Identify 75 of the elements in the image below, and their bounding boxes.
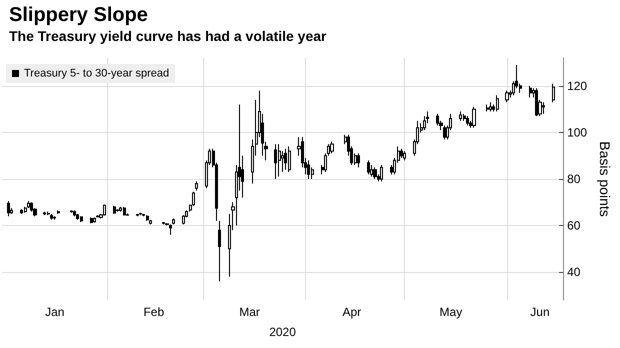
candlestick (370, 164, 373, 178)
candlestick (496, 94, 499, 112)
candlestick (30, 202, 33, 212)
candlestick (529, 85, 532, 98)
x-tick-label: Feb (143, 305, 164, 319)
candlestick (443, 124, 446, 140)
candlestick (146, 214, 149, 222)
candlestick (505, 90, 509, 103)
candlestick (57, 210, 60, 214)
candlestick (149, 219, 152, 225)
candlestick (7, 200, 10, 217)
chart-title: Slippery Slope (9, 4, 148, 26)
candlestick (195, 180, 198, 192)
candlestick (380, 164, 383, 182)
candlestick (284, 148, 287, 170)
legend-label: Treasury 5- to 30-year spread (24, 68, 170, 80)
candlestick (218, 220, 221, 282)
candlestick (169, 224, 172, 236)
candlestick (136, 213, 139, 217)
candlestick (113, 205, 116, 214)
candlestick (466, 116, 469, 126)
candlestick (403, 150, 406, 161)
y-tick-label: 100 (567, 125, 588, 140)
y-axis-title: Basis points (597, 141, 613, 217)
candlestick (47, 211, 50, 216)
candlestick (330, 141, 334, 154)
candlestick (288, 146, 291, 173)
candlestick (119, 206, 122, 212)
y-tick-label: 80 (567, 172, 581, 186)
candlestick (103, 204, 106, 216)
candlestick (182, 214, 185, 225)
x-axis-title: 2020 (269, 325, 296, 339)
candlestick (90, 216, 93, 224)
candlestick (400, 148, 403, 159)
chart-subtitle: The Treasury yield curve has had a volatile year (9, 28, 328, 44)
candlestick (50, 213, 53, 220)
candlestick (472, 106, 476, 128)
candlestick (436, 113, 439, 126)
candlestick (486, 104, 489, 112)
candlestick (70, 210, 73, 214)
candlestick (80, 216, 83, 223)
candlestick (43, 211, 46, 216)
candlestick (278, 144, 281, 178)
candlestick (307, 160, 310, 180)
candlestick (367, 160, 370, 175)
candlestick (73, 210, 76, 217)
x-tick-label: Mar (239, 305, 260, 319)
candlestick (463, 113, 466, 122)
y-tick-label: 120 (567, 78, 588, 93)
candlestick (552, 83, 555, 103)
candlestick (162, 222, 165, 225)
candlestick (20, 208, 23, 214)
candlestick (139, 212, 142, 216)
y-tick-label: 40 (567, 265, 581, 280)
candlestick (423, 116, 426, 131)
candlestick (142, 213, 145, 217)
candlestick (542, 102, 545, 114)
x-tick-label: Jan (45, 305, 64, 319)
candlestick (123, 206, 126, 216)
candlestick (274, 144, 277, 180)
x-tick-label: May (440, 305, 462, 319)
candlestick (535, 88, 538, 117)
candlestick (489, 102, 492, 112)
y-tick-label: 60 (567, 218, 581, 233)
candlestick (357, 152, 360, 168)
candlestick (373, 166, 377, 180)
candlestick (27, 200, 30, 209)
candlestick (172, 218, 175, 225)
candlestick (93, 216, 96, 224)
x-tick-label: Apr (342, 305, 362, 319)
x-tick-label: Jun (530, 305, 550, 319)
candlestick (459, 111, 462, 122)
candlestick (76, 213, 79, 220)
candlestick (116, 208, 119, 212)
candlestick (53, 216, 56, 220)
